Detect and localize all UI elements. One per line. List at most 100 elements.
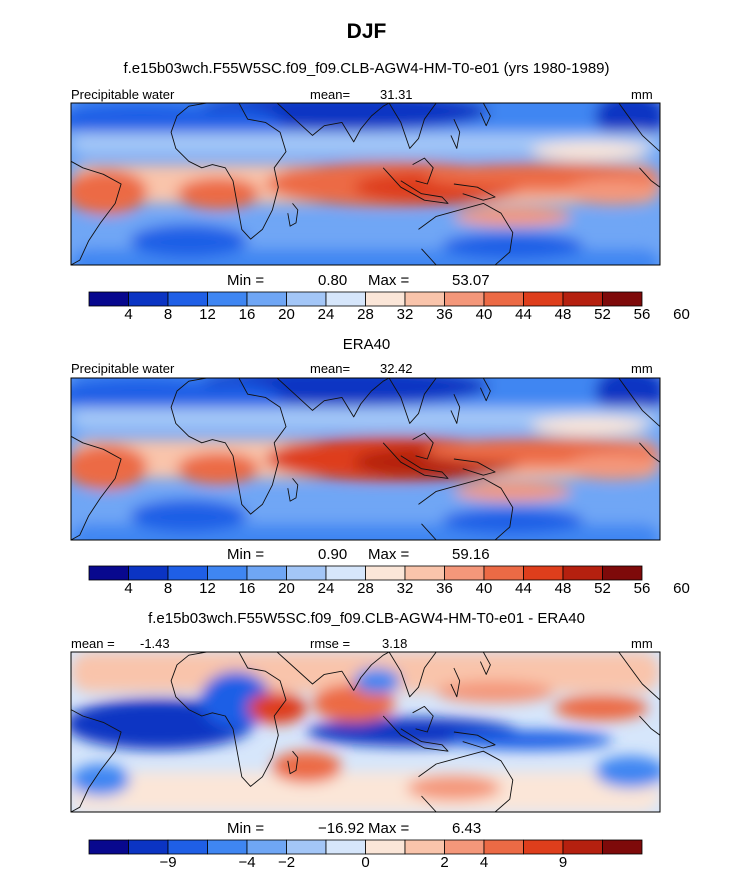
colorbar-swatch [523, 565, 564, 581]
field-blob [129, 499, 248, 532]
panel3-max-label: Max = [368, 820, 410, 837]
colorbar-swatch [128, 565, 169, 581]
coastline [618, 652, 660, 701]
coastline [618, 378, 660, 427]
panel3-map [70, 651, 661, 813]
coastline [639, 167, 660, 188]
panel1-colorbar [88, 291, 643, 307]
field-blob [442, 507, 584, 534]
colorbar-tick-label: 52 [594, 580, 611, 597]
coastline [170, 103, 287, 240]
panel3-mean-value: -1.43 [140, 636, 170, 651]
colorbar-tick-label: 56 [633, 306, 651, 323]
colorbar-tick-label: 56 [633, 580, 651, 597]
colorbar-swatch [365, 291, 406, 307]
panel1-max-value: 53.07 [452, 272, 490, 289]
map-frame [70, 377, 661, 541]
colorbar-swatch [523, 839, 564, 855]
field-blob [312, 684, 395, 723]
field-blob [177, 177, 260, 210]
panel2-units: mm [631, 361, 653, 376]
colorbar-tick-label: −4 [238, 854, 256, 871]
coastline [287, 203, 299, 227]
coastline [388, 103, 437, 149]
field-blob [442, 232, 584, 259]
field-blob [447, 730, 613, 750]
colorbar-swatch [562, 291, 603, 307]
panel2-mean-value: 32.42 [380, 361, 413, 376]
colorbar-swatch [325, 291, 366, 307]
map-frame [70, 651, 661, 813]
coastline [287, 478, 299, 502]
panel1-mean-label: mean= [310, 87, 351, 102]
field-blob [453, 206, 572, 227]
colorbar-tick-label: 48 [554, 580, 572, 597]
colorbar-swatch [523, 291, 564, 307]
panel3-title: f.e15b03wch.F55W5SC.f09_f09.CLB-AGW4-HM-… [148, 610, 585, 627]
colorbar-swatch [88, 291, 129, 307]
colorbar-tick-label: 16 [238, 580, 256, 597]
colorbar-tick-label: 4 [124, 580, 133, 597]
panel1-variable-label: Precipitable water [71, 87, 175, 102]
colorbar-swatch [365, 565, 406, 581]
colorbar-swatch [562, 839, 603, 855]
panel2-mean-label: mean= [310, 361, 351, 376]
field-blob [595, 378, 660, 416]
panel3-min-value: −16.92 [318, 820, 365, 837]
field-blob [177, 452, 260, 485]
colorbar-tick-label: 28 [357, 306, 374, 323]
colorbar-swatch [562, 565, 603, 581]
field-band [71, 407, 660, 430]
coastline [412, 157, 434, 185]
colorbar-tick-label: 4 [124, 306, 133, 323]
field-blob [553, 695, 649, 721]
colorbar-tick-label: 8 [163, 306, 173, 323]
colorbar-swatch [128, 839, 169, 855]
colorbar-swatch [88, 839, 129, 855]
panel3-rmse-value: 3.18 [382, 636, 408, 651]
colorbar-swatch [128, 291, 169, 307]
coastline [287, 750, 299, 775]
panel2-min-value: 0.90 [318, 546, 348, 563]
panel3-colorbar [88, 839, 643, 855]
coastline [170, 652, 287, 787]
field-blob [71, 764, 130, 796]
coastline [453, 731, 496, 749]
colorbar-swatch [207, 291, 248, 307]
coastline [418, 750, 514, 812]
coastline [450, 667, 461, 698]
coastline [71, 160, 122, 265]
coastline [170, 378, 287, 515]
colorbar-swatch [286, 839, 327, 855]
colorbar-tick-label: 52 [594, 306, 611, 323]
colorbar-tick-label: 2 [440, 854, 449, 871]
coastline [450, 394, 461, 424]
panel1-units: mm [631, 87, 653, 102]
panel3-mean-label: mean = [71, 636, 115, 651]
field-blob [129, 224, 248, 257]
coastline [71, 709, 122, 812]
field-blob [530, 416, 649, 437]
panel2-map [70, 377, 661, 541]
panel3-rmse-label: rmse = [310, 636, 351, 651]
panel1-max-label: Max = [368, 272, 410, 289]
coastline [382, 442, 449, 479]
coastline [388, 378, 437, 424]
colorbar-tick-label: 36 [436, 306, 453, 323]
coastline [412, 432, 434, 460]
colorbar-swatch [207, 565, 248, 581]
colorbar-tick-label: 60 [673, 306, 690, 323]
colorbar-swatch [483, 565, 524, 581]
field-blob [71, 169, 148, 215]
field-blob [71, 444, 148, 490]
colorbar-tick-label: 9 [558, 854, 568, 871]
panel2-colorbar [88, 565, 643, 581]
field-blob [271, 751, 342, 784]
map-frame [70, 102, 661, 266]
coastline [453, 458, 496, 476]
colorbar-swatch [602, 839, 643, 855]
figure-title: DJF [346, 20, 387, 43]
coastline [479, 103, 491, 127]
field-band [71, 772, 660, 812]
panel1-mean-value: 31.31 [380, 87, 413, 102]
